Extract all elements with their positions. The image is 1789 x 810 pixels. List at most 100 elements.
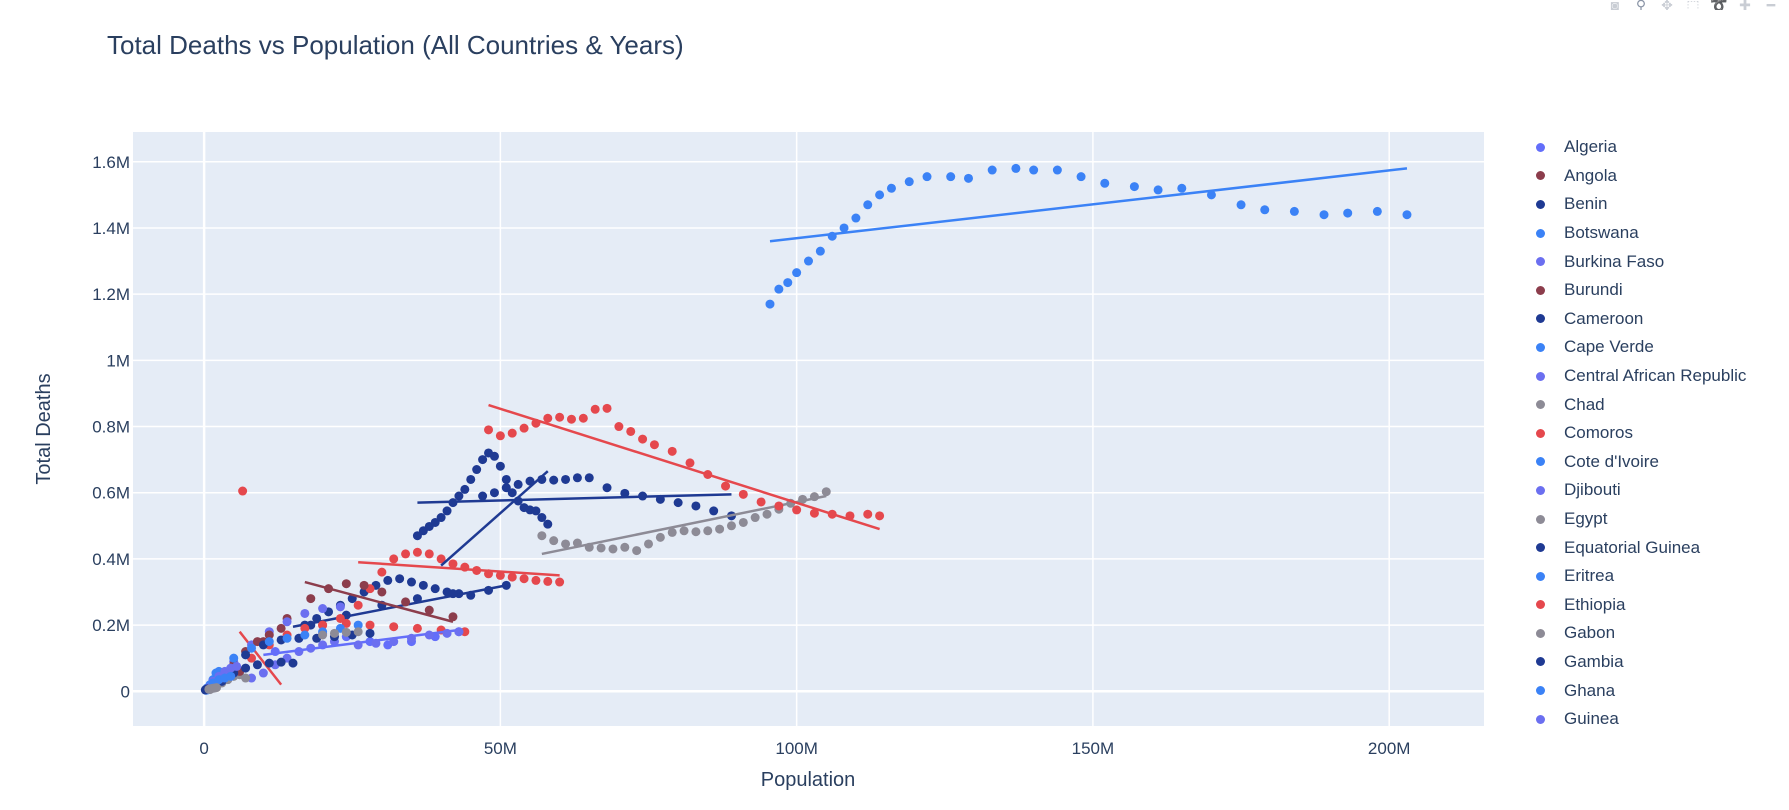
data-point[interactable] xyxy=(436,554,446,564)
data-point[interactable] xyxy=(1260,205,1270,215)
data-point[interactable] xyxy=(424,630,434,640)
data-point[interactable] xyxy=(229,653,239,663)
data-point[interactable] xyxy=(875,190,885,200)
legend-item[interactable]: Cape Verde xyxy=(1530,333,1746,362)
data-point[interactable] xyxy=(620,488,630,498)
data-point[interactable] xyxy=(963,173,973,183)
data-point[interactable] xyxy=(365,620,375,630)
data-point[interactable] xyxy=(454,627,464,637)
data-point[interactable] xyxy=(507,428,517,438)
data-point[interactable] xyxy=(353,620,363,630)
data-point[interactable] xyxy=(703,470,713,480)
data-point[interactable] xyxy=(756,497,766,507)
data-point[interactable] xyxy=(448,589,458,599)
legend-item[interactable]: Ghana xyxy=(1530,676,1746,705)
data-point[interactable] xyxy=(738,517,748,527)
pan-icon[interactable]: ✥ xyxy=(1661,0,1673,10)
data-point[interactable] xyxy=(495,461,505,471)
data-point[interactable] xyxy=(827,231,837,241)
data-point[interactable] xyxy=(537,513,547,523)
data-point[interactable] xyxy=(1153,185,1163,195)
data-point[interactable] xyxy=(318,620,328,630)
data-point[interactable] xyxy=(264,658,274,668)
data-point[interactable] xyxy=(466,474,476,484)
data-point[interactable] xyxy=(335,602,345,612)
data-point[interactable] xyxy=(602,403,612,413)
data-point[interactable] xyxy=(472,565,482,575)
data-point[interactable] xyxy=(460,484,470,494)
data-point[interactable] xyxy=(555,577,565,587)
data-point[interactable] xyxy=(561,539,571,549)
legend-item[interactable]: Chad xyxy=(1530,390,1746,419)
data-point[interactable] xyxy=(1177,183,1187,193)
data-point[interactable] xyxy=(673,498,683,508)
data-point[interactable] xyxy=(1236,200,1246,210)
data-point[interactable] xyxy=(377,567,387,577)
data-point[interactable] xyxy=(809,508,819,518)
camera-icon[interactable]: ◙ xyxy=(1610,0,1620,10)
data-point[interactable] xyxy=(709,506,719,516)
data-point[interactable] xyxy=(383,575,393,585)
data-point[interactable] xyxy=(946,172,956,182)
data-point[interactable] xyxy=(691,527,701,537)
data-point[interactable] xyxy=(371,638,381,648)
data-point[interactable] xyxy=(638,491,648,501)
data-point[interactable] xyxy=(406,577,416,587)
data-point[interactable] xyxy=(430,517,440,527)
legend-item[interactable]: Algeria xyxy=(1530,133,1746,162)
data-point[interactable] xyxy=(282,617,292,627)
data-point[interactable] xyxy=(507,488,517,498)
data-point[interactable] xyxy=(572,473,582,483)
data-point[interactable] xyxy=(667,527,677,537)
lasso-select-icon[interactable]: ➰ xyxy=(1711,0,1727,10)
data-point[interactable] xyxy=(513,479,523,489)
data-point[interactable] xyxy=(335,613,345,623)
data-point[interactable] xyxy=(519,423,529,433)
data-point[interactable] xyxy=(1052,165,1062,175)
data-point[interactable] xyxy=(644,539,654,549)
data-point[interactable] xyxy=(436,513,446,523)
data-point[interactable] xyxy=(241,650,251,660)
data-point[interactable] xyxy=(667,446,677,456)
data-point[interactable] xyxy=(886,183,896,193)
data-point[interactable] xyxy=(412,623,422,633)
data-point[interactable] xyxy=(549,475,559,485)
data-point[interactable] xyxy=(395,574,405,584)
legend-item[interactable]: Eritrea xyxy=(1530,562,1746,591)
data-point[interactable] xyxy=(904,177,914,187)
data-point[interactable] xyxy=(839,223,849,233)
data-point[interactable] xyxy=(513,496,523,506)
data-point[interactable] xyxy=(626,426,636,436)
data-point[interactable] xyxy=(448,559,458,569)
data-point[interactable] xyxy=(1402,210,1412,220)
data-point[interactable] xyxy=(1372,206,1382,216)
data-point[interactable] xyxy=(774,284,784,294)
data-point[interactable] xyxy=(798,494,808,504)
legend-item[interactable]: Gambia xyxy=(1530,648,1746,677)
data-point[interactable] xyxy=(460,562,470,572)
data-point[interactable] xyxy=(555,412,565,422)
data-point[interactable] xyxy=(252,660,262,670)
data-point[interactable] xyxy=(1319,210,1329,220)
data-point[interactable] xyxy=(412,547,422,557)
data-point[interactable] xyxy=(329,628,339,638)
data-point[interactable] xyxy=(418,580,428,590)
data-point[interactable] xyxy=(537,531,547,541)
zoom-in-icon[interactable]: ✚ xyxy=(1739,0,1751,10)
data-point[interactable] xyxy=(442,628,452,638)
data-point[interactable] xyxy=(341,618,351,628)
data-point[interactable] xyxy=(353,640,363,650)
data-point[interactable] xyxy=(922,172,932,182)
data-point[interactable] xyxy=(353,600,363,610)
data-point[interactable] xyxy=(306,594,316,604)
data-point[interactable] xyxy=(389,637,399,647)
data-point[interactable] xyxy=(602,483,612,493)
data-point[interactable] xyxy=(478,455,488,465)
data-point[interactable] xyxy=(1129,182,1139,192)
data-point[interactable] xyxy=(258,668,268,678)
data-point[interactable] xyxy=(614,422,624,432)
data-point[interactable] xyxy=(1206,190,1216,200)
data-point[interactable] xyxy=(241,663,251,673)
data-point[interactable] xyxy=(341,627,351,637)
data-point[interactable] xyxy=(543,576,553,586)
